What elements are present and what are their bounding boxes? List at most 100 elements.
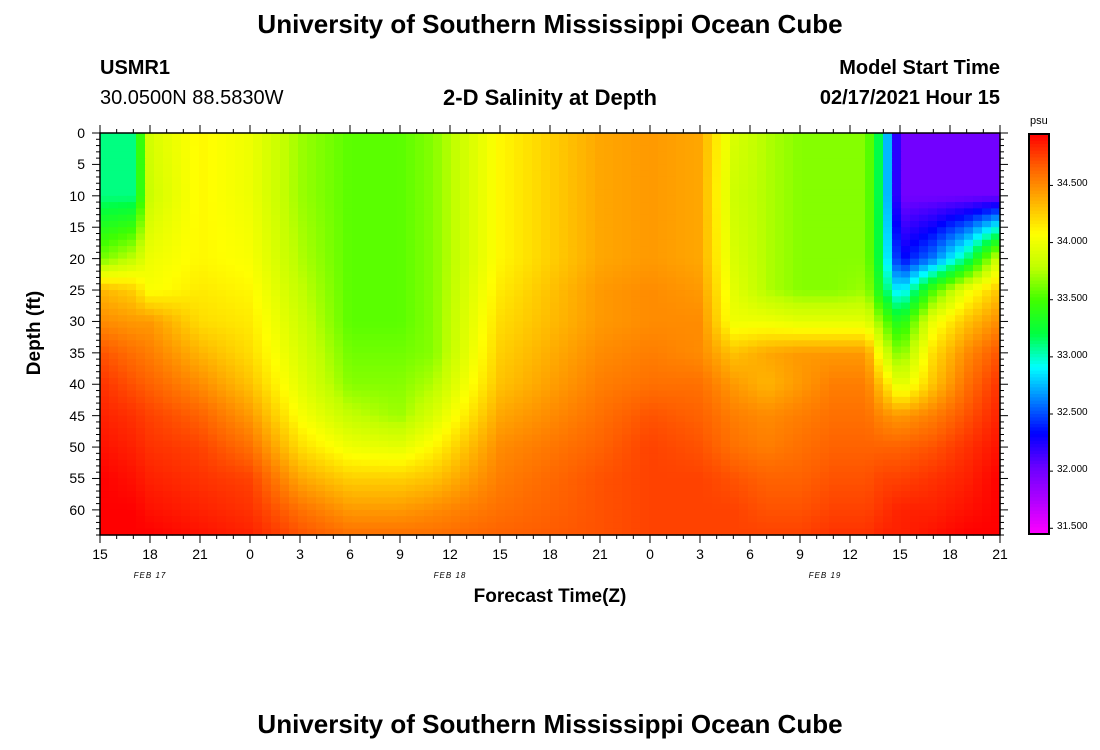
heatmap-cell [550, 151, 560, 159]
heatmap-cell [127, 139, 137, 147]
heatmap-cell [874, 434, 884, 442]
heatmap-cell [325, 271, 335, 279]
heatmap-cell [208, 409, 218, 417]
heatmap-cell [901, 315, 911, 323]
heatmap-cell [523, 321, 533, 329]
heatmap-cell [757, 409, 767, 417]
heatmap-cell [433, 283, 443, 291]
heatmap-cell [406, 252, 416, 260]
y-tick-label: 60 [69, 501, 85, 518]
heatmap-cell [406, 202, 416, 209]
heatmap-cell [739, 290, 749, 297]
heatmap-cell [550, 290, 560, 297]
heatmap-cell [379, 271, 389, 279]
heatmap-cell [316, 440, 326, 448]
heatmap-cell [469, 183, 479, 191]
heatmap-cells [100, 133, 1001, 536]
heatmap-cell [739, 415, 749, 423]
heatmap-cell [973, 377, 983, 385]
heatmap-cell [316, 290, 326, 297]
heatmap-cell [217, 434, 227, 442]
heatmap-cell [541, 246, 551, 253]
heatmap-cell [496, 139, 506, 147]
heatmap-cell [928, 189, 938, 197]
heatmap-cell [496, 315, 506, 323]
heatmap-cell [739, 340, 749, 348]
heatmap-cell [676, 264, 686, 272]
heatmap-cell [532, 396, 542, 404]
heatmap-cell [847, 365, 857, 373]
heatmap-cell [523, 290, 533, 297]
heatmap-cell [766, 396, 776, 404]
heatmap-cell [982, 283, 992, 291]
heatmap-cell [955, 365, 965, 373]
heatmap-cell [649, 371, 659, 379]
heatmap-cell [667, 239, 677, 247]
heatmap-cell [190, 227, 200, 235]
heatmap-cell [811, 183, 821, 191]
heatmap-cell [604, 220, 614, 228]
heatmap-cell [892, 321, 902, 329]
heatmap-cell [649, 170, 659, 178]
heatmap-cell [370, 384, 380, 392]
heatmap-cell [289, 277, 299, 285]
heatmap-cell [496, 377, 506, 385]
heatmap-cell [262, 271, 272, 279]
heatmap-cell [253, 195, 263, 203]
heatmap-cell [541, 390, 551, 398]
heatmap-cell [766, 352, 776, 360]
heatmap-cell [145, 352, 155, 360]
heatmap-cell [334, 202, 344, 209]
heatmap-cell [937, 145, 947, 153]
heatmap-cell [640, 227, 650, 235]
heatmap-cell [523, 227, 533, 235]
heatmap-cell [343, 176, 353, 184]
heatmap-cell [352, 170, 362, 178]
heatmap-cell [370, 428, 380, 436]
heatmap-cell [415, 365, 425, 373]
heatmap-cell [307, 434, 317, 442]
heatmap-cell [919, 151, 929, 159]
heatmap-cell [784, 359, 794, 367]
heatmap-cell [586, 384, 596, 392]
heatmap-cell [280, 176, 290, 184]
heatmap-cell [424, 239, 434, 247]
heatmap-cell [874, 308, 884, 316]
heatmap-cell [964, 296, 974, 304]
heatmap-cell [343, 440, 353, 448]
heatmap-cell [307, 409, 317, 417]
heatmap-cell [109, 371, 119, 379]
heatmap-cell [730, 359, 740, 367]
heatmap-cell [352, 220, 362, 228]
x-tick-label: 3 [296, 546, 304, 562]
heatmap-cell [271, 220, 281, 228]
heatmap-cell [784, 176, 794, 184]
heatmap-cell [784, 390, 794, 398]
heatmap-cell [244, 183, 254, 191]
heatmap-cell [919, 189, 929, 197]
heatmap-cell [217, 302, 227, 310]
heatmap-cell [856, 277, 866, 285]
heatmap-cell [235, 409, 245, 417]
heatmap-cell [973, 296, 983, 304]
heatmap-cell [928, 277, 938, 285]
heatmap-cell [325, 139, 335, 147]
heatmap-cell [118, 208, 128, 216]
heatmap-cell [136, 271, 146, 279]
heatmap-cell [577, 183, 587, 191]
heatmap-cell [991, 145, 1001, 153]
heatmap-cell [406, 271, 416, 279]
heatmap-cell [343, 189, 353, 197]
heatmap-cell [289, 170, 299, 178]
heatmap-cell [631, 421, 641, 429]
heatmap-cell [568, 315, 578, 323]
heatmap-cell [721, 151, 731, 159]
heatmap-cell [181, 145, 191, 153]
heatmap-cell [442, 359, 452, 367]
heatmap-cell [991, 139, 1001, 147]
heatmap-cell [145, 308, 155, 316]
heatmap-cell [217, 334, 227, 341]
heatmap-cell [478, 396, 488, 404]
heatmap-cell [892, 365, 902, 373]
heatmap-cell [856, 346, 866, 354]
